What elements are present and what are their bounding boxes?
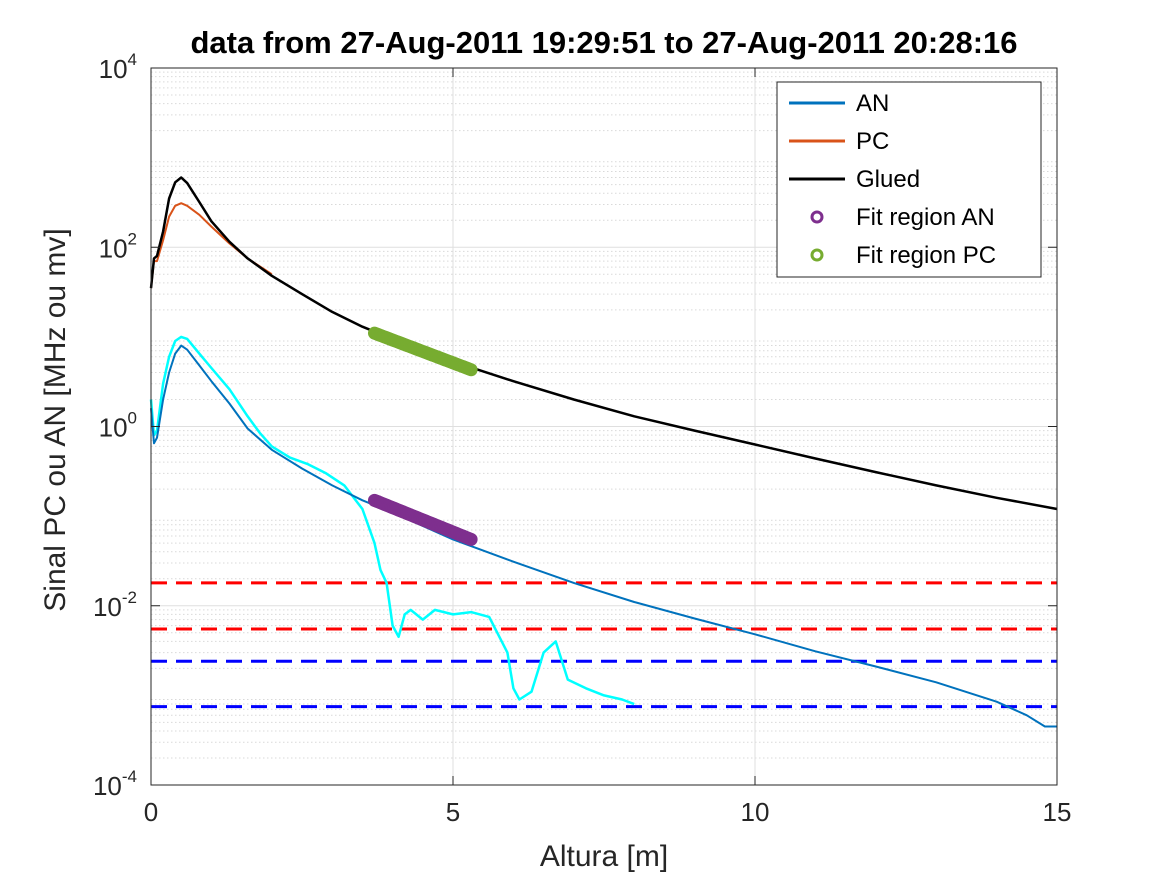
series-an [150, 344, 1058, 728]
y-tick-label: 10-2 [93, 588, 137, 622]
y-tick-label: 102 [99, 229, 137, 263]
series-line [150, 344, 1057, 728]
y-tick-base: 10 [93, 771, 122, 801]
series-line [149, 335, 635, 706]
grid [150, 67, 1058, 786]
series-layer [149, 176, 1058, 728]
series-line [149, 176, 1058, 511]
fit-marker [464, 532, 478, 546]
y-tick-exponent: 2 [128, 229, 137, 248]
y-tick-base: 10 [99, 413, 128, 443]
series-fit-region-pc [367, 326, 478, 377]
legend-label: AN [856, 90, 889, 117]
series-cyan-signal [149, 335, 635, 706]
y-axis-label: Sinal PC ou AN [MHz ou mv] [39, 228, 72, 611]
y-tick-exponent: 0 [128, 409, 137, 428]
x-axis-label: Altura [m] [540, 840, 668, 873]
legend-marker [810, 248, 824, 262]
y-tick-label: 100 [99, 409, 137, 443]
legend-label: Fit region AN [856, 204, 995, 231]
y-tick-label: 10-4 [93, 767, 137, 801]
y-tick-exponent: 4 [128, 50, 137, 69]
x-tick-label: 5 [446, 797, 460, 827]
fit-marker [464, 363, 478, 377]
legend-label: PC [856, 128, 889, 155]
x-tick-label: 0 [144, 797, 158, 827]
y-tick-base: 10 [99, 233, 128, 263]
legend-label: Fit region PC [856, 242, 996, 269]
series-fit-region-an [367, 493, 478, 546]
legend-entry: Glued [789, 166, 920, 193]
y-tick-base: 10 [93, 592, 122, 622]
legend-entry: AN [789, 90, 889, 117]
legend-entry: Fit region PC [810, 242, 996, 269]
x-tick-label: 15 [1043, 797, 1072, 827]
y-tick-label: 104 [99, 50, 137, 84]
y-tick-exponent: -2 [122, 588, 137, 607]
legend: AN PC Glued Fit region AN Fit region PC [776, 81, 1042, 278]
legend-entry: Fit region AN [810, 204, 995, 231]
legend-label: Glued [856, 166, 920, 193]
ticks [150, 67, 1058, 786]
chart-title: data from 27-Aug-2011 19:29:51 to 27-Aug… [190, 25, 1017, 60]
legend-entry: PC [789, 128, 889, 155]
y-tick-exponent: -4 [122, 767, 137, 786]
series-line [150, 202, 273, 289]
x-tick-label: 10 [741, 797, 770, 827]
legend-marker [810, 210, 824, 224]
reference-lines [151, 581, 1057, 709]
y-tick-base: 10 [99, 54, 128, 84]
